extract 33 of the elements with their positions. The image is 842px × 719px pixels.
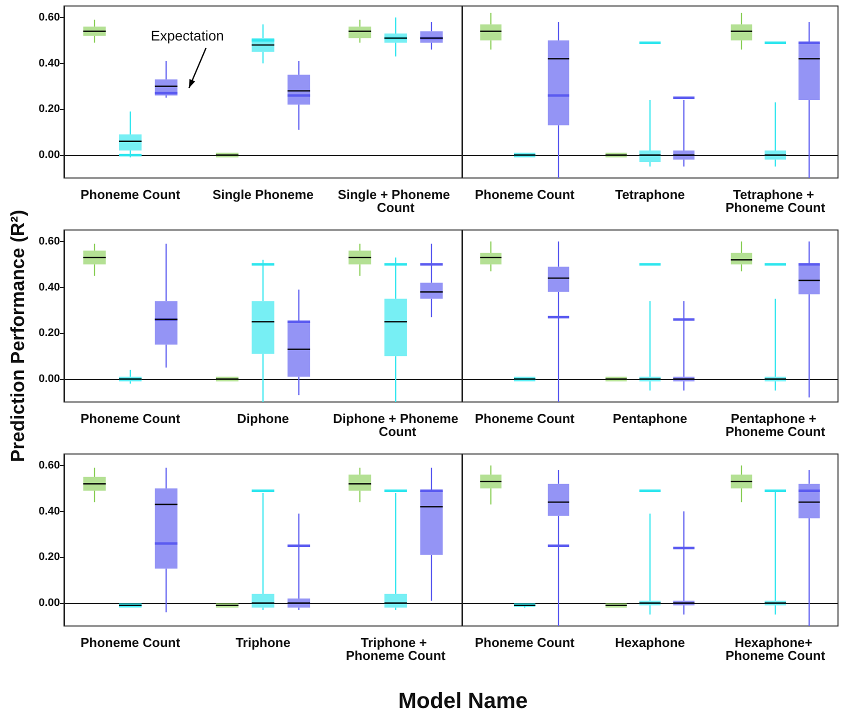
y-tick-label: 0.20: [38, 551, 60, 564]
y-axis-title: Prediction Performance (R²): [8, 210, 30, 462]
x-tick-label: Triphone: [236, 635, 290, 650]
x-tick-label: Phoneme Count: [80, 187, 181, 202]
x-tick-label: Pentaphone: [612, 411, 688, 426]
x-tick-label: Phoneme Count: [474, 411, 576, 426]
y-tick-label: 0.00: [38, 373, 60, 386]
x-tick-label: Hexaphone+ Phoneme Count: [725, 635, 826, 663]
x-tick-label: Phoneme Count: [474, 187, 576, 202]
y-tick-label: 0.40: [38, 281, 60, 294]
y-tick-label: 0.60: [38, 459, 60, 472]
y-tick-label: 0.40: [38, 57, 60, 70]
x-tick-label: Phoneme Count: [474, 635, 576, 650]
y-tick-label: 0.60: [38, 235, 60, 248]
y-tick-label: 0.00: [38, 597, 60, 610]
y-tick-label: 0.00: [38, 149, 60, 162]
x-tick-label: Tetraphone: [615, 187, 685, 202]
x-axis-title: Model Name: [398, 688, 528, 714]
x-tick-label: Pentaphone + Phoneme Count: [725, 411, 826, 439]
y-tick-label: 0.60: [38, 11, 60, 24]
x-tick-label: Hexaphone: [614, 635, 686, 650]
x-tick-label: Diphone: [237, 411, 289, 426]
x-tick-label: Tetraphone + Phoneme Count: [725, 187, 826, 215]
x-tick-label: Single + Phoneme Count: [338, 187, 454, 215]
y-tick-label: 0.40: [38, 505, 60, 518]
annotation: Expectation: [150, 27, 224, 44]
y-tick-label: 0.20: [38, 103, 60, 116]
x-tick-label: Single Phoneme: [212, 187, 314, 202]
y-tick-label: 0.20: [38, 327, 60, 340]
x-tick-label: Triphone + Phoneme Count: [346, 635, 446, 663]
x-tick-label: Phoneme Count: [80, 635, 181, 650]
x-tick-label: Phoneme Count: [80, 411, 181, 426]
x-tick-label: Diphone + Phoneme Count: [333, 411, 458, 439]
